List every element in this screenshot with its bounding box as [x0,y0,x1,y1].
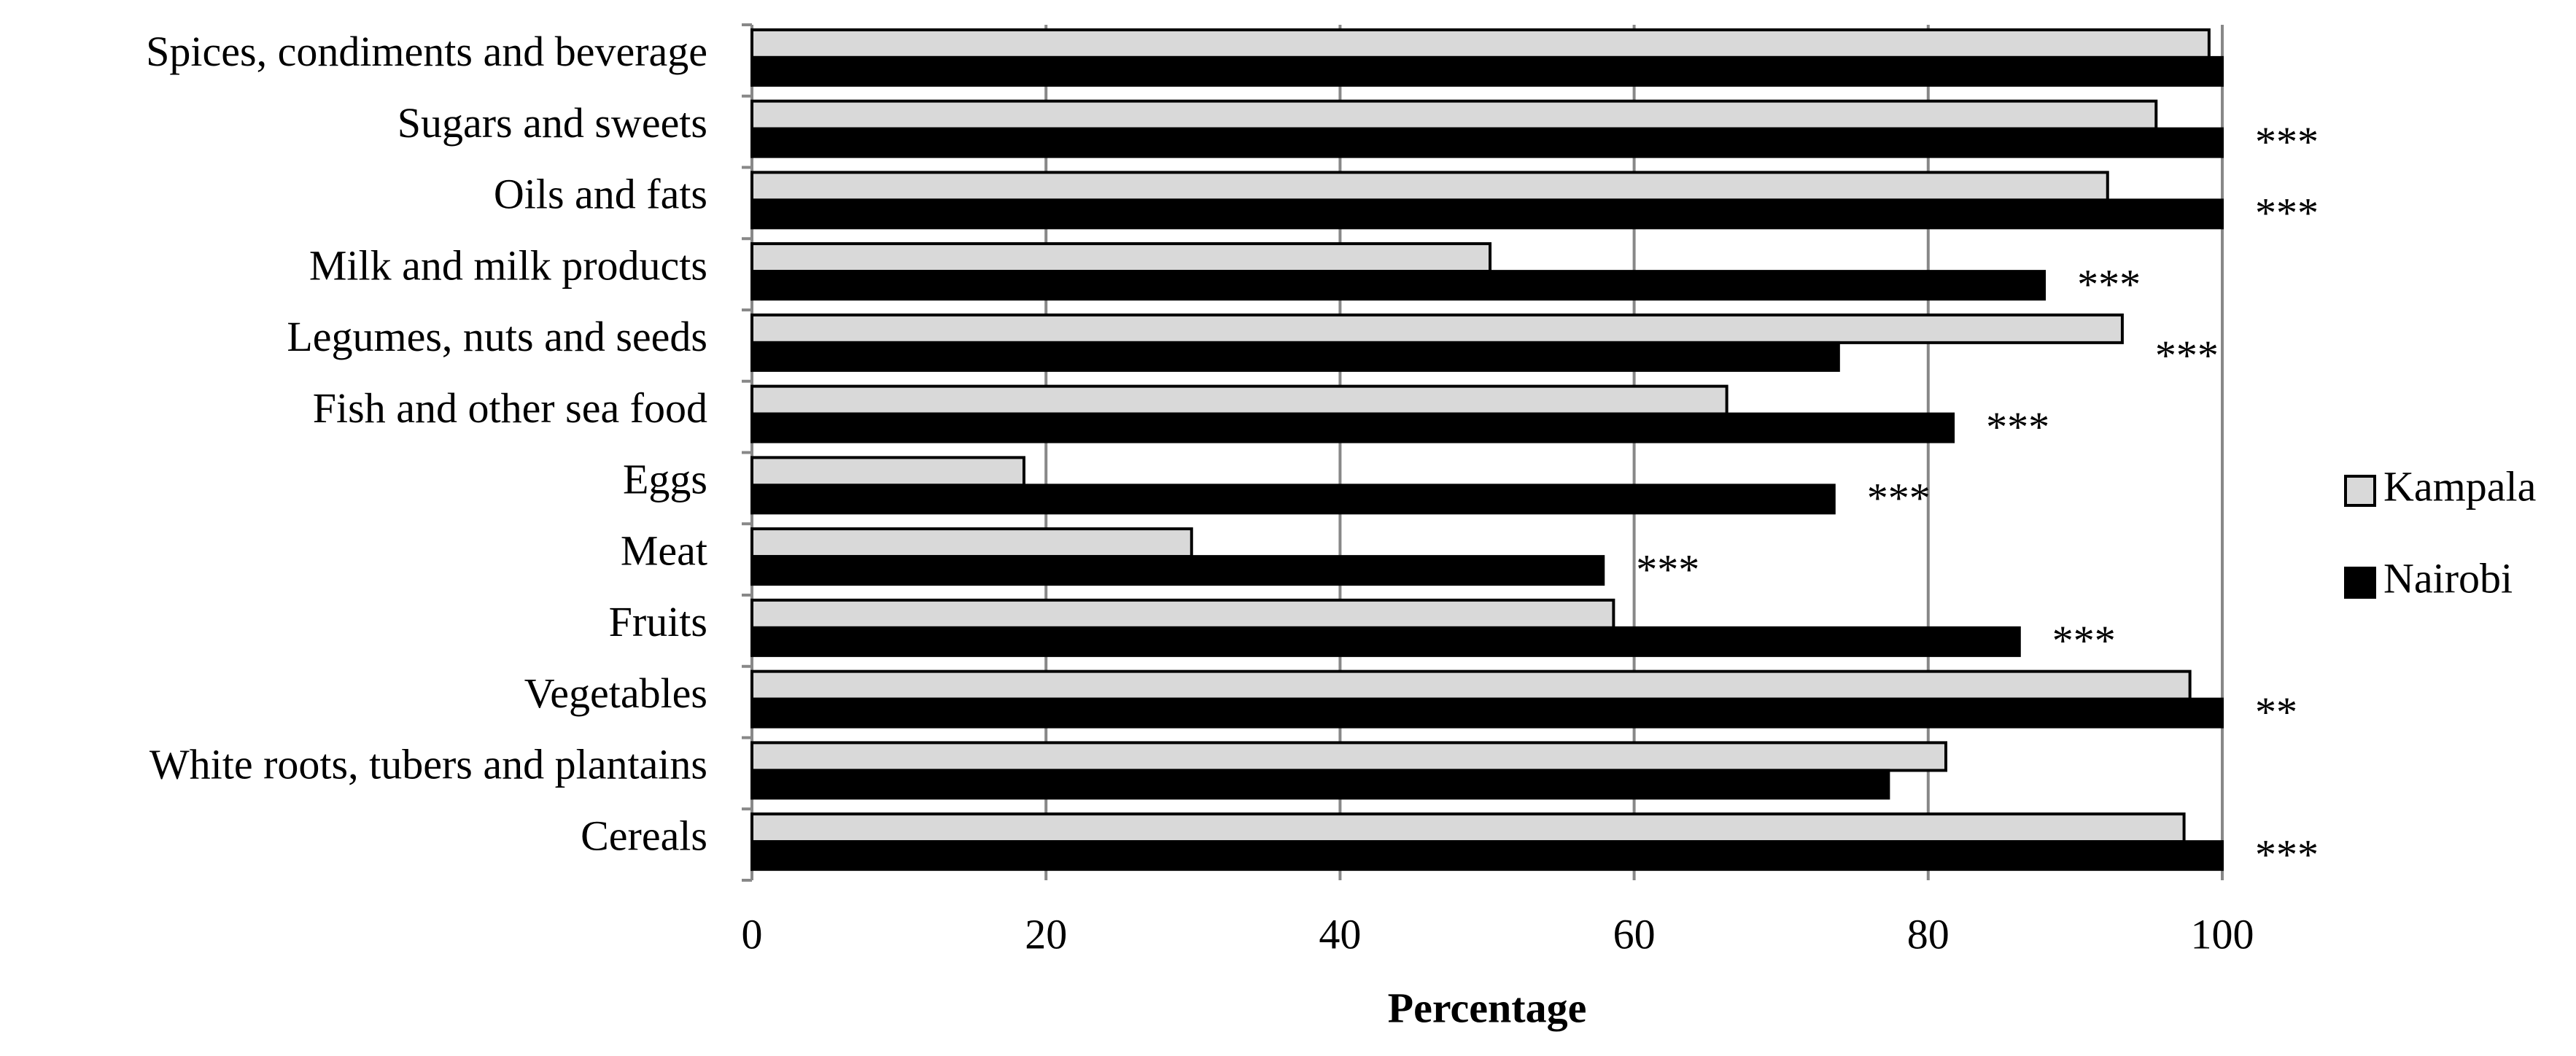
y-tick-label: Vegetables [524,669,707,717]
bar [750,456,1025,487]
x-axis-title: Percentage [1388,984,1587,1031]
bar [750,669,2192,701]
significance-label: *** [1636,546,1699,593]
bar [750,55,2224,87]
bar [750,341,1840,372]
y-tick-label: Meat [621,527,707,574]
bar [750,171,2109,202]
bar [750,242,1492,273]
bar [750,840,2224,871]
significance-label: *** [2077,260,2141,308]
bar [750,598,1615,629]
y-tick-label: Legumes, nuts and seeds [287,313,707,360]
y-tick-label: Sugars and sweets [397,99,707,147]
bar [750,812,2186,844]
x-tick-label: 100 [2191,910,2254,958]
y-tick-label: Fruits [609,598,707,645]
significance-label: *** [2052,617,2116,664]
legend-swatch [2344,567,2376,599]
bar [750,626,2021,657]
significance-label: *** [2255,190,2319,237]
x-tick-label: 0 [742,910,763,958]
significance-label: *** [2255,831,2319,878]
legend-label: Kampala [2383,462,2536,510]
significance-label: ** [2255,688,2297,736]
y-tick-label: Milk and milk products [309,241,707,289]
significance-label: *** [2255,118,2319,166]
bar [750,28,2211,59]
bar [750,127,2224,158]
y-tick-label: Cereals [581,812,707,859]
x-tick-label: 40 [1319,910,1361,958]
bar [750,555,1605,586]
bar [750,270,2047,301]
bar [750,412,1955,443]
y-tick-label: White roots, tubers and plantains [150,741,707,788]
bar [750,527,1193,559]
bar [750,741,1947,772]
significance-label: *** [2155,332,2219,379]
legend-swatch [2344,475,2376,507]
y-tick-label: Eggs [623,456,707,503]
x-tick-label: 80 [1907,910,1950,958]
bar [750,313,2124,344]
bar [750,384,1729,416]
y-tick-label: Oils and fats [494,171,707,218]
significance-label: *** [1986,403,2049,451]
y-tick-label: Spices, condiments and beverage [146,28,707,75]
x-tick-label: 20 [1025,910,1067,958]
significance-label: *** [1867,475,1931,522]
x-tick-label: 60 [1613,910,1656,958]
bar [750,99,2158,131]
bar [750,769,1890,800]
legend-label: Nairobi [2383,554,2513,602]
bar [750,484,1836,515]
y-tick-label: Fish and other sea food [313,384,707,432]
bar [750,697,2224,729]
bar [750,198,2224,230]
